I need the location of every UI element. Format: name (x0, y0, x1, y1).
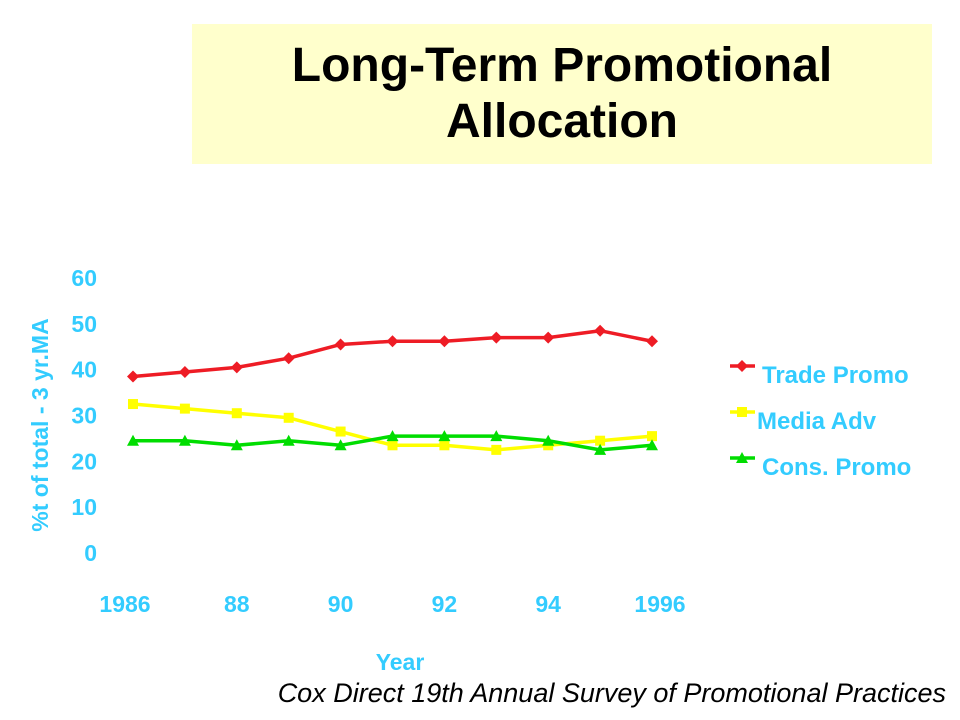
y-tick-label: 50 (71, 311, 97, 337)
data-point (127, 434, 139, 446)
data-point (178, 434, 191, 446)
x-tick-label: 88 (224, 591, 250, 617)
data-point (230, 439, 243, 451)
data-point (594, 324, 607, 337)
slide-title-line-2: Allocation (445, 95, 678, 148)
slide-title-line-1: Long-Term Promotional (291, 39, 833, 92)
data-point (179, 403, 190, 414)
data-point (491, 444, 502, 455)
data-point (231, 408, 242, 419)
legend-label: Cons. Promo (762, 454, 911, 481)
legend-label: Trade Promo (762, 362, 909, 389)
y-tick-label: 40 (71, 357, 97, 383)
data-point (646, 439, 658, 451)
data-point (386, 335, 399, 348)
data-point (439, 440, 450, 451)
x-tick-label: 1996 (634, 591, 685, 617)
x-tick-label: 90 (328, 591, 354, 617)
data-point (646, 335, 658, 348)
y-tick-label: 20 (71, 448, 97, 474)
data-point (282, 434, 295, 446)
data-point (178, 365, 191, 378)
data-point (230, 361, 243, 374)
data-point (283, 412, 294, 423)
data-point (127, 370, 139, 383)
data-point (282, 352, 295, 365)
data-point (490, 430, 503, 442)
y-tick-label: 30 (71, 403, 97, 429)
x-tick-label: 94 (535, 591, 561, 617)
data-point (438, 430, 451, 442)
data-point (128, 399, 138, 410)
y-tick-label: 60 (71, 265, 97, 291)
data-point (647, 431, 657, 442)
data-point (387, 440, 398, 451)
data-point (334, 338, 347, 351)
x-axis-title: Year (376, 649, 425, 675)
data-point (542, 331, 555, 344)
data-point (386, 430, 399, 442)
legend-marker (736, 360, 748, 372)
y-tick-label: 0 (84, 540, 97, 566)
data-point (490, 331, 503, 344)
x-tick-label: 92 (432, 591, 458, 617)
legend-label: Media Adv (757, 408, 877, 435)
source-caption: Cox Direct 19th Annual Survey of Promoti… (277, 678, 946, 708)
data-point (595, 435, 606, 446)
data-point (438, 335, 451, 348)
data-point (542, 434, 555, 446)
y-axis-title: %t of total - 3 yr.MA (27, 318, 53, 531)
data-point (334, 439, 347, 451)
legend-marker (736, 452, 748, 463)
title-box: Long-Term Promotional Allocation (192, 24, 932, 164)
data-point (594, 443, 607, 455)
legend-marker (737, 407, 747, 417)
y-tick-label: 10 (71, 494, 97, 520)
x-tick-label: 1986 (99, 591, 150, 617)
data-point (335, 426, 346, 437)
